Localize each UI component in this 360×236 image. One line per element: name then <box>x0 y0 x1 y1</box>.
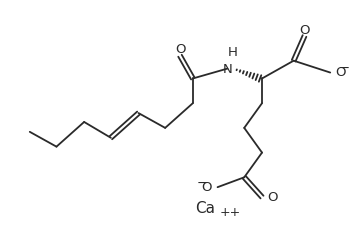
Text: O: O <box>335 66 346 79</box>
Text: O: O <box>201 181 212 194</box>
Text: N: N <box>222 63 232 76</box>
Text: O: O <box>299 24 310 37</box>
Text: O: O <box>175 43 185 56</box>
Text: ++: ++ <box>220 206 241 219</box>
Text: Ca: Ca <box>195 201 215 216</box>
Text: H: H <box>228 46 237 59</box>
Text: −: − <box>196 177 207 190</box>
Text: −: − <box>338 62 350 75</box>
Text: O: O <box>267 190 278 204</box>
